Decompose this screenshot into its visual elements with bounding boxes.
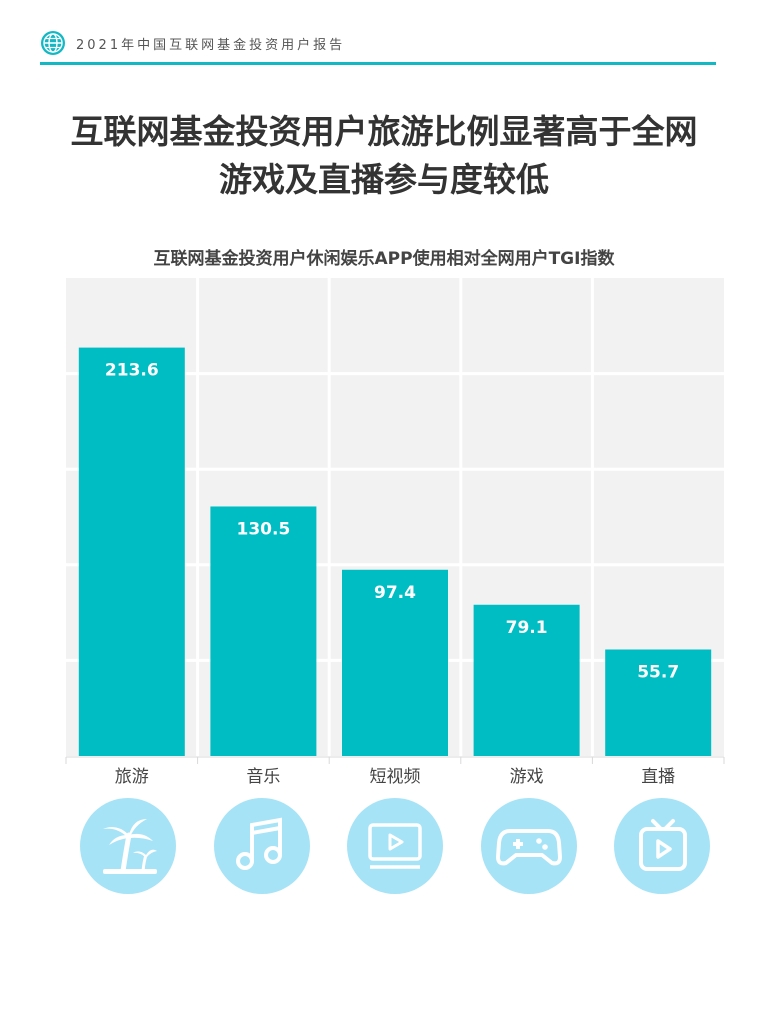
data-label: 97.4: [374, 583, 416, 603]
bar-直播: [605, 649, 712, 756]
palm-tree-icon: [80, 798, 176, 894]
bar-游戏: [473, 604, 580, 756]
data-label: 55.7: [637, 663, 679, 683]
data-label: 213.6: [105, 361, 159, 381]
bar-chart: 213.6 旅游 130.5 音乐 97.4 短视频 79.1 游戏 55.7 直播: [65, 278, 725, 787]
category-icons: [0, 798, 768, 898]
page-title: 互联网基金投资用户旅游比例显著高于全网 游戏及直播参与度较低: [0, 108, 768, 204]
report-title: 2021年中国互联网基金投资用户报告: [76, 38, 346, 53]
tv-icon: [614, 798, 710, 894]
music-note-icon: [214, 798, 310, 894]
bar-旅游: [78, 347, 185, 756]
page-title-line-1: 互联网基金投资用户旅游比例显著高于全网: [70, 112, 698, 151]
x-tick-label: 直播: [641, 767, 675, 787]
video-player-icon: [347, 798, 443, 894]
chart-title: 互联网基金投资用户休闲娱乐APP使用相对全网用户TGI指数: [153, 249, 615, 269]
gamepad-icon: [481, 798, 577, 894]
data-label: 130.5: [237, 519, 291, 539]
x-tick-label: 短视频: [370, 767, 421, 787]
header-divider: [40, 62, 716, 65]
x-tick-label: 音乐: [246, 767, 280, 787]
x-tick-label: 旅游: [115, 767, 149, 787]
data-label: 79.1: [506, 618, 548, 638]
report-header: 2021年中国互联网基金投资用户报告: [40, 28, 716, 65]
page-title-line-2: 游戏及直播参与度较低: [219, 160, 549, 199]
bar-短视频: [342, 569, 448, 756]
x-tick-label: 游戏: [510, 767, 544, 787]
globe-icon: [41, 31, 65, 55]
bar-音乐: [210, 506, 317, 756]
